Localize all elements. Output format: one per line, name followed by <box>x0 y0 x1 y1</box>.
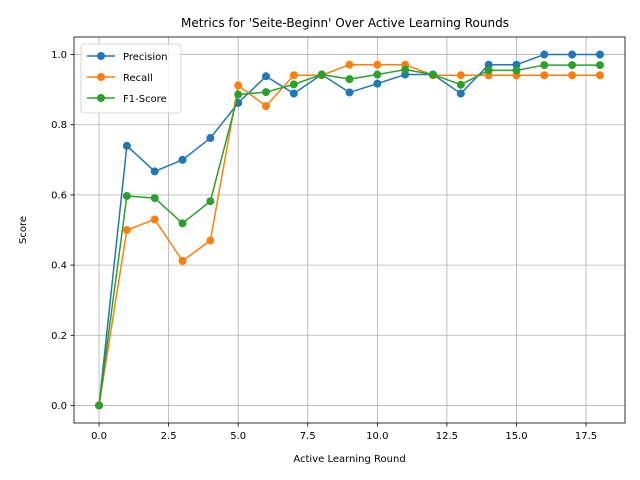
data-point-f1-score <box>122 191 131 200</box>
x-tick-label: 12.5 <box>436 431 458 442</box>
data-point-f1-score <box>95 401 104 410</box>
x-tick-label: 10.0 <box>366 431 388 442</box>
data-point-f1-score <box>512 66 521 75</box>
data-point-recall <box>345 60 354 69</box>
x-axis-label: Active Learning Round <box>293 454 405 465</box>
data-point-f1-score <box>540 61 549 70</box>
data-point-f1-score <box>289 80 298 89</box>
y-tick-label: 0.2 <box>51 331 67 342</box>
y-axis-label: Score <box>18 216 29 244</box>
plot-frame <box>73 36 626 424</box>
y-tick-label: 0.6 <box>51 190 67 201</box>
series-f1-score <box>95 61 604 410</box>
data-point-f1-score <box>317 70 326 79</box>
y-axis: 0.0 0.2 0.4 0.6 0.8 1.0 <box>51 50 74 412</box>
legend-box <box>80 43 182 114</box>
data-point-precision <box>262 72 271 81</box>
data-point-precision <box>122 141 131 150</box>
x-tick-label: 5.0 <box>230 431 246 442</box>
data-point-precision <box>373 79 382 88</box>
data-point-f1-score <box>178 219 187 228</box>
x-axis: 0.0 2.5 5.0 7.5 10.0 12.5 15.0 17.5 <box>91 423 597 442</box>
legend-marker-recall <box>97 73 105 81</box>
y-tick-label: 1.0 <box>51 50 67 61</box>
data-point-f1-score <box>234 90 243 99</box>
x-tick-label: 2.5 <box>161 431 177 442</box>
data-point-f1-score <box>568 61 577 70</box>
data-point-precision <box>178 155 187 164</box>
y-tick-label: 0.4 <box>51 261 67 272</box>
data-point-recall <box>206 236 215 245</box>
data-point-f1-score <box>401 65 410 74</box>
data-point-precision <box>512 60 521 69</box>
y-tick-label: 0.8 <box>51 120 67 131</box>
x-tick-label: 7.5 <box>300 431 316 442</box>
data-point-precision <box>540 50 549 59</box>
data-point-f1-score <box>484 66 493 75</box>
data-point-recall <box>122 226 131 234</box>
legend-marker-f1-score <box>97 94 105 102</box>
data-point-recall <box>568 71 577 80</box>
data-point-recall <box>234 81 243 90</box>
data-point-f1-score <box>150 194 159 203</box>
x-tick-label: 0.0 <box>91 431 107 442</box>
data-point-precision <box>595 50 604 59</box>
data-point-f1-score <box>262 88 271 97</box>
data-point-f1-score <box>373 70 382 79</box>
data-point-recall <box>456 71 465 80</box>
x-tick-label: 17.5 <box>575 431 597 442</box>
data-point-f1-score <box>428 70 437 79</box>
legend-label-f1-score: F1-Score <box>123 94 167 105</box>
x-tick-label: 15.0 <box>505 431 527 442</box>
data-point-precision <box>289 89 298 98</box>
legend-label-recall: Recall <box>123 73 153 84</box>
data-point-recall <box>150 215 159 224</box>
data-point-f1-score <box>206 197 215 206</box>
data-point-recall <box>178 256 187 265</box>
y-tick-label: 0.0 <box>51 401 67 412</box>
data-point-precision <box>484 60 493 69</box>
data-point-f1-score <box>595 61 604 70</box>
data-point-recall <box>262 102 271 111</box>
data-point-precision <box>345 88 354 97</box>
data-point-precision <box>568 50 577 59</box>
data-point-precision <box>456 89 465 98</box>
legend-marker-precision <box>97 52 105 60</box>
data-point-f1-score <box>345 75 354 84</box>
data-point-precision <box>150 167 159 176</box>
data-point-recall <box>373 60 382 69</box>
data-point-recall <box>595 71 604 80</box>
data-point-recall <box>289 71 298 80</box>
data-point-precision <box>206 134 215 143</box>
legend: Precision Recall F1-Score <box>80 43 182 114</box>
data-point-recall <box>540 71 549 80</box>
chart-title: Metrics for 'Seite-Beginn' Over Active L… <box>181 16 509 30</box>
legend-label-precision: Precision <box>123 52 168 63</box>
series-layer <box>95 50 604 410</box>
data-point-f1-score <box>456 80 465 89</box>
